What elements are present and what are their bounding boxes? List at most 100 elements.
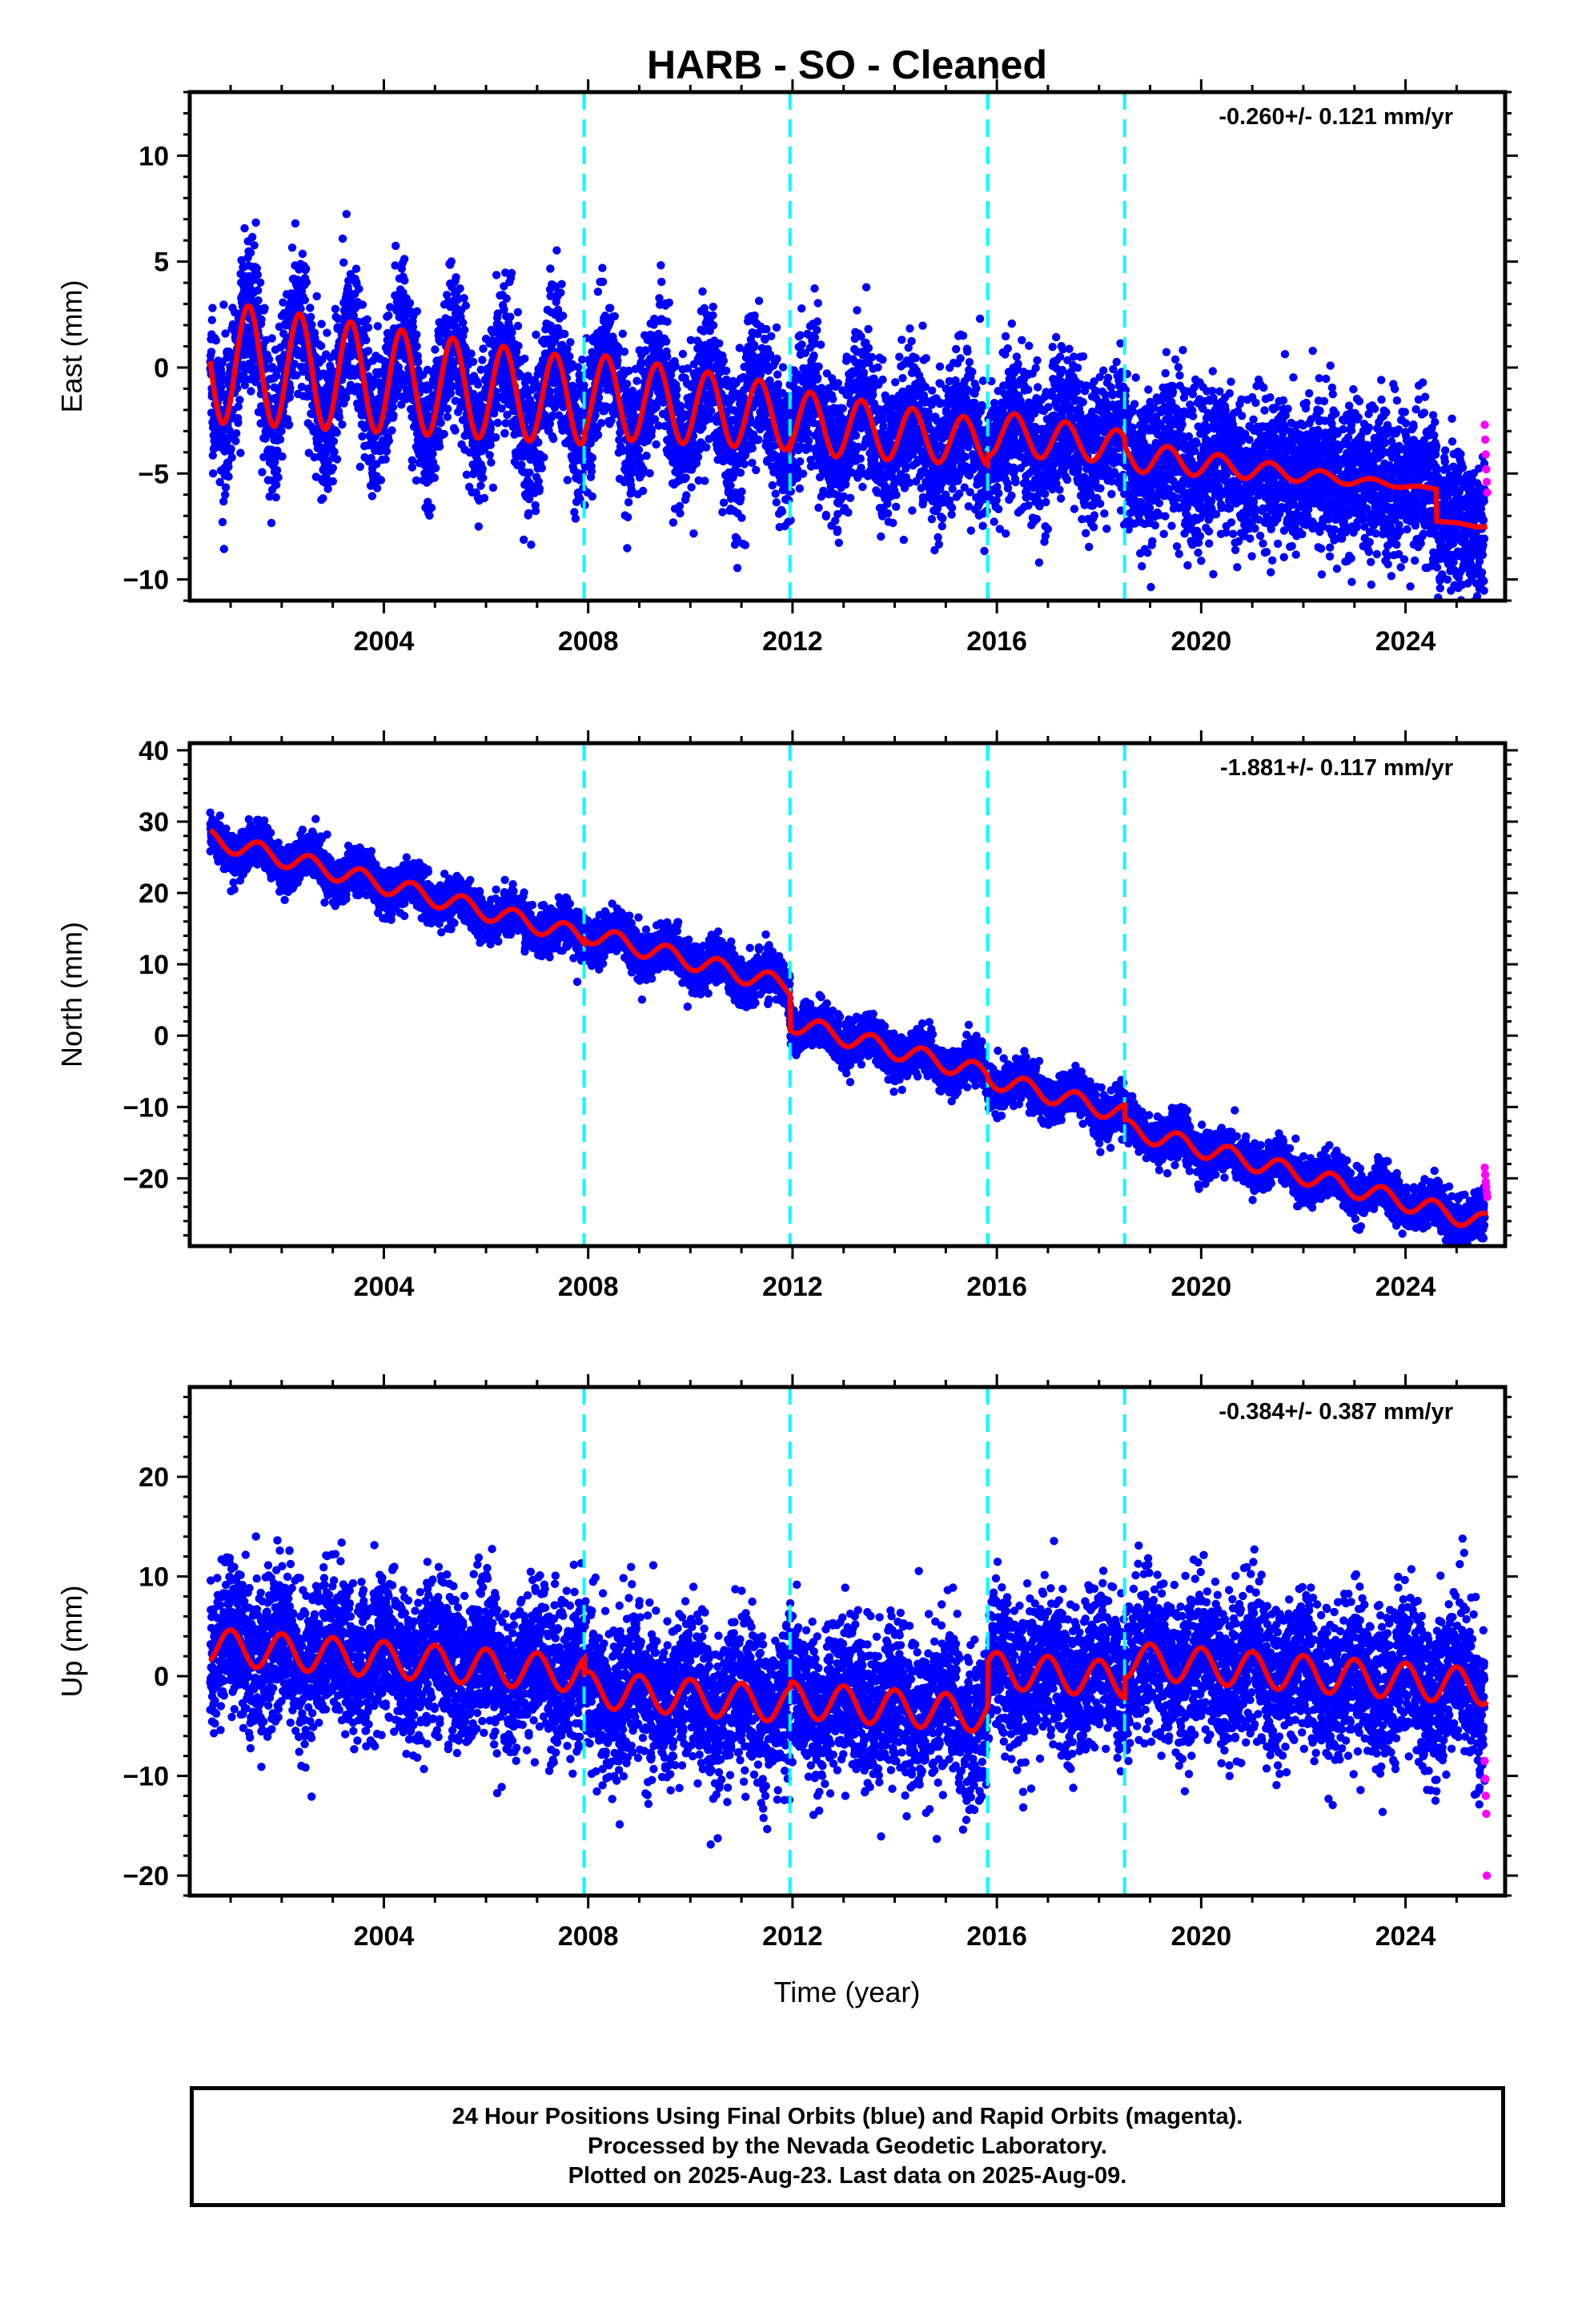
final-orbit-point [316, 341, 326, 351]
final-orbit-point [428, 449, 437, 458]
final-orbit-point [278, 452, 287, 461]
final-orbit-point [634, 445, 644, 454]
final-orbit-point [663, 352, 672, 361]
final-orbit-point [537, 464, 546, 472]
final-orbit-point [598, 263, 607, 272]
final-orbit-point [588, 453, 597, 462]
final-orbit-point [306, 304, 315, 312]
final-orbit-point [363, 315, 371, 324]
final-orbit-point [889, 518, 897, 528]
final-orbit-point [217, 383, 226, 392]
final-orbit-point [752, 465, 761, 475]
final-orbit-point [367, 453, 375, 463]
final-orbit-point [689, 529, 698, 538]
final-orbit-point [726, 481, 735, 490]
east-final-orbit-points [206, 210, 1489, 601]
final-orbit-point [741, 541, 750, 549]
final-orbit-point [338, 420, 347, 429]
final-orbit-point [234, 402, 243, 411]
final-orbit-point [665, 298, 673, 308]
final-orbit-point [219, 497, 228, 506]
final-orbit-point [540, 452, 548, 462]
final-orbit-point [398, 370, 407, 379]
final-orbit-point [391, 261, 400, 270]
final-orbit-point [430, 473, 439, 482]
final-orbit-point [675, 501, 685, 511]
final-orbit-point [549, 434, 558, 444]
final-orbit-point [460, 294, 468, 303]
final-orbit-point [520, 354, 529, 363]
final-orbit-point [797, 304, 806, 313]
final-orbit-point [386, 303, 395, 312]
final-orbit-point [754, 296, 764, 305]
final-orbit-point [224, 462, 233, 472]
final-orbit-point [323, 328, 331, 337]
final-orbit-point [851, 431, 861, 440]
final-orbit-point [500, 428, 509, 437]
final-orbit-point [678, 349, 688, 359]
final-orbit-point [736, 468, 745, 477]
final-orbit-point [657, 277, 666, 287]
final-orbit-point [312, 292, 321, 301]
final-orbit-point [566, 338, 575, 347]
final-orbit-point [373, 322, 382, 331]
final-orbit-point [804, 428, 813, 438]
final-orbit-point [307, 312, 315, 321]
final-orbit-point [773, 380, 783, 388]
final-orbit-point [813, 317, 822, 326]
final-orbit-point [389, 411, 398, 420]
final-orbit-point [231, 436, 240, 445]
final-orbit-point [236, 448, 245, 457]
final-orbit-point [560, 329, 569, 339]
final-orbit-point [856, 454, 865, 463]
final-orbit-point [290, 360, 299, 368]
final-orbit-point [451, 426, 460, 435]
final-orbit-point [349, 311, 358, 320]
final-orbit-point [427, 503, 436, 513]
final-orbit-point [557, 279, 566, 288]
final-orbit-point [346, 380, 355, 389]
final-orbit-point [502, 294, 511, 303]
final-orbit-point [771, 489, 780, 498]
final-orbit-point [844, 508, 853, 517]
final-orbit-point [883, 509, 893, 518]
final-orbit-point [221, 483, 231, 492]
final-orbit-point [448, 381, 456, 391]
final-orbit-point [332, 455, 342, 464]
final-orbit-point [413, 352, 422, 360]
final-orbit-point [264, 355, 274, 364]
final-orbit-point [218, 517, 227, 527]
final-orbit-point [382, 447, 391, 456]
final-orbit-point [328, 464, 337, 472]
final-orbit-point [762, 324, 771, 334]
final-orbit-point [460, 325, 469, 335]
final-orbit-point [652, 440, 661, 449]
final-orbit-point [256, 278, 265, 287]
final-orbit-point [853, 306, 861, 315]
final-orbit-point [810, 284, 819, 293]
final-orbit-point [284, 420, 294, 429]
final-orbit-point [718, 508, 727, 517]
final-orbit-point [535, 484, 544, 493]
final-orbit-point [598, 277, 608, 287]
final-orbit-point [838, 404, 847, 413]
final-orbit-point [443, 291, 452, 300]
final-orbit-point [473, 380, 483, 389]
final-orbit-point [432, 464, 440, 472]
final-orbit-point [565, 352, 574, 361]
final-orbit-point [532, 330, 540, 340]
final-orbit-point [488, 483, 498, 493]
final-orbit-point [461, 301, 470, 310]
final-orbit-point [486, 424, 495, 433]
final-orbit-point [478, 356, 487, 364]
final-orbit-point [663, 317, 672, 326]
final-orbit-point [867, 352, 877, 362]
final-orbit-point [556, 288, 565, 297]
final-orbit-point [408, 456, 416, 464]
final-orbit-point [363, 347, 373, 356]
final-orbit-point [559, 312, 568, 320]
final-orbit-point [277, 427, 286, 436]
final-orbit-point [400, 255, 409, 263]
final-orbit-point [456, 284, 464, 293]
